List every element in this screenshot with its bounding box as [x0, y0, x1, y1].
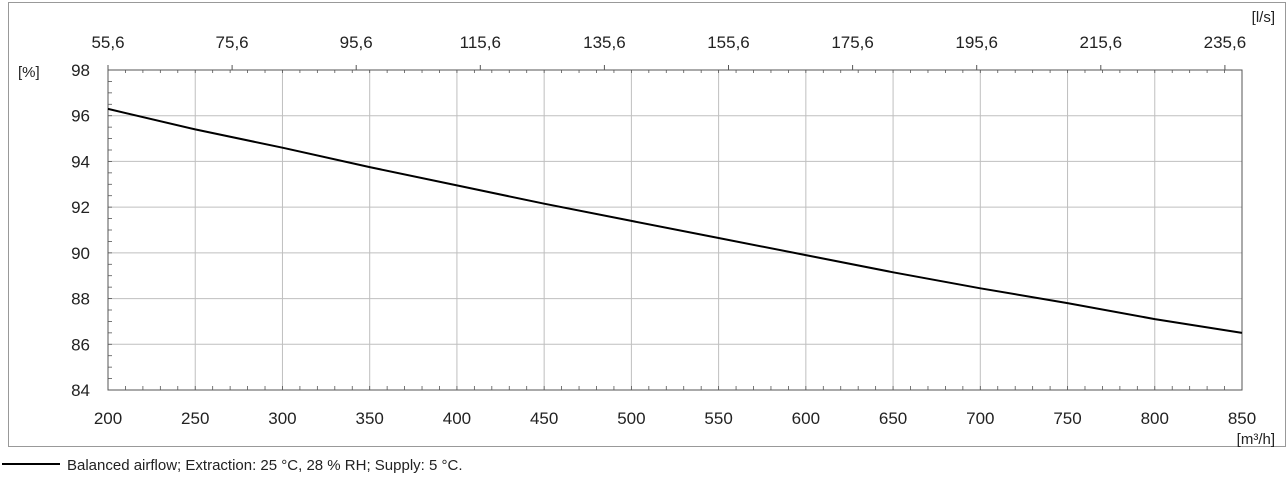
series-line — [107, 107, 1243, 334]
chart-frame — [8, 2, 1286, 447]
top-tick-label: 55,6 — [91, 33, 124, 52]
top-tick-label: 75,6 — [216, 33, 249, 52]
x-tick-label: 200 — [94, 409, 122, 428]
top-tick-label: 95,6 — [340, 33, 373, 52]
y-tick-label: 90 — [71, 244, 90, 263]
y-axis-unit: [%] — [18, 64, 40, 81]
x-tick-label: 750 — [1053, 409, 1081, 428]
top-axis-unit: [l/s] — [1252, 9, 1275, 26]
top-tick-label: 175,6 — [831, 33, 874, 52]
top-tick-label: 195,6 — [955, 33, 998, 52]
grid — [108, 70, 1242, 390]
y-tick-label: 94 — [71, 152, 90, 171]
y-tick-label: 92 — [71, 198, 90, 217]
x-tick-label: 600 — [792, 409, 820, 428]
y-tick-label: 88 — [71, 290, 90, 309]
x-tick-label: 450 — [530, 409, 558, 428]
x-tick-label: 500 — [617, 409, 645, 428]
top-tick-label: 135,6 — [583, 33, 626, 52]
legend-text: Balanced airflow; Extraction: 25 °C, 28 … — [67, 457, 463, 474]
top-tick-label: 115,6 — [460, 33, 501, 52]
x-tick-label: 350 — [356, 409, 384, 428]
x-tick-label: 650 — [879, 409, 907, 428]
x-tick-label: 550 — [704, 409, 732, 428]
y-tick-label: 84 — [71, 381, 90, 400]
tick-labels: 200 250 300 350 400 450 500 550 600 650 700 750 800 8… — [71, 33, 1256, 428]
axes — [107, 69, 1243, 391]
top-tick-label: 235,6 — [1204, 33, 1247, 52]
top-tick-label: 215,6 — [1080, 33, 1123, 52]
x-tick-label: 300 — [268, 409, 296, 428]
top-tick-label: 155,6 — [707, 33, 750, 52]
series-layer — [107, 107, 1243, 334]
x-tick-label: 250 — [181, 409, 209, 428]
x-tick-label: 400 — [443, 409, 471, 428]
x-tick-label: 850 — [1228, 409, 1256, 428]
x-axis-unit: [m³/h] — [1237, 431, 1275, 448]
y-tick-label: 86 — [71, 335, 90, 354]
y-tick-label: 96 — [71, 107, 90, 126]
y-tick-label: 98 — [71, 61, 90, 80]
x-tick-label: 700 — [966, 409, 994, 428]
x-tick-label: 800 — [1141, 409, 1169, 428]
plot-area-border — [107, 69, 1243, 391]
minor-ticks — [107, 65, 1243, 391]
